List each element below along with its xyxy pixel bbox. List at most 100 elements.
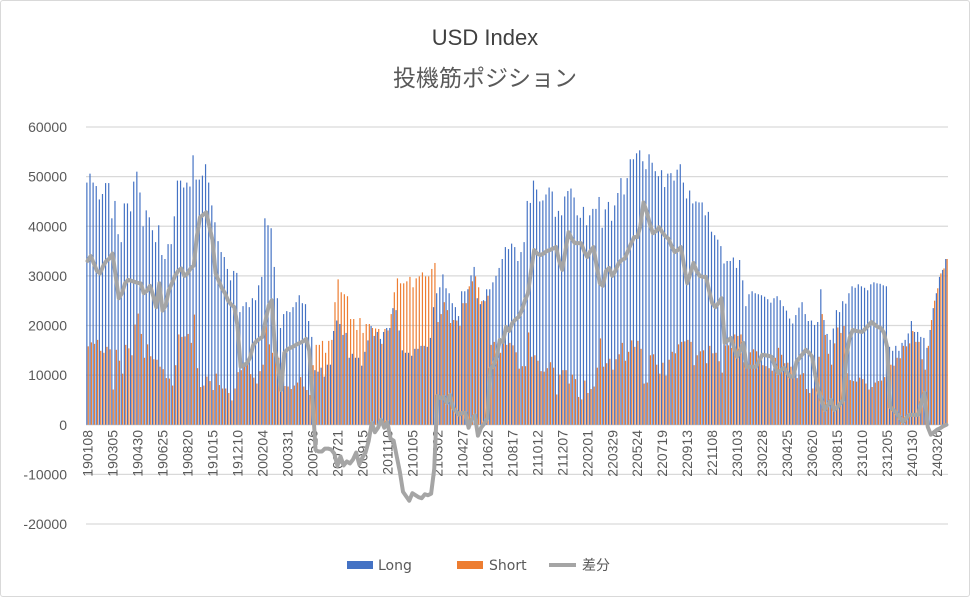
short-bar bbox=[187, 333, 189, 425]
long-bar bbox=[901, 342, 903, 425]
short-bar bbox=[256, 383, 258, 425]
long-bar bbox=[617, 193, 619, 425]
short-bar bbox=[896, 357, 898, 425]
long-bar bbox=[632, 159, 635, 425]
long-bar bbox=[436, 293, 438, 425]
long-bar bbox=[714, 235, 716, 425]
x-tick-label: 191210 bbox=[229, 430, 245, 477]
short-bar bbox=[350, 319, 352, 425]
short-bar bbox=[599, 338, 602, 425]
long-bar bbox=[176, 180, 179, 425]
long-bar bbox=[904, 339, 906, 425]
long-bar bbox=[439, 287, 441, 425]
long-bar bbox=[386, 327, 388, 425]
short-bar bbox=[181, 336, 183, 425]
legend-item-difference[interactable]: 差分 bbox=[549, 558, 610, 574]
short-bar bbox=[877, 381, 880, 425]
short-bar bbox=[387, 330, 389, 425]
long-bar bbox=[536, 189, 538, 425]
short-bar bbox=[321, 340, 324, 425]
long-bar bbox=[298, 295, 300, 425]
y-axis-ticks: 60000 50000 40000 30000 20000 10000 0 -10000 -20… bbox=[23, 119, 67, 532]
short-bar bbox=[855, 381, 858, 425]
short-bar bbox=[846, 373, 848, 425]
short-bar bbox=[271, 352, 274, 425]
long-bar bbox=[573, 197, 575, 425]
short-bar bbox=[393, 292, 395, 425]
short-bar bbox=[506, 344, 508, 425]
short-bar bbox=[471, 281, 473, 425]
short-bar bbox=[515, 352, 517, 425]
short-bar bbox=[837, 327, 839, 425]
short-bar bbox=[296, 382, 299, 425]
long-bar bbox=[704, 215, 706, 425]
long-bar bbox=[470, 275, 472, 425]
short-bar bbox=[871, 387, 873, 425]
long-bar bbox=[592, 208, 594, 425]
short-bar bbox=[240, 370, 242, 425]
long-bar bbox=[195, 179, 197, 425]
long-bar bbox=[514, 247, 516, 425]
short-bar bbox=[790, 366, 792, 425]
short-bar bbox=[125, 344, 127, 425]
long-bar bbox=[945, 259, 947, 425]
short-bar bbox=[303, 386, 305, 425]
short-bar bbox=[921, 359, 923, 425]
long-bar bbox=[179, 180, 182, 425]
long-bar bbox=[261, 276, 263, 425]
short-bar bbox=[918, 341, 920, 425]
short-bar bbox=[340, 292, 342, 425]
short-bar bbox=[865, 383, 867, 425]
long-bar bbox=[692, 203, 694, 425]
long-bar bbox=[248, 307, 250, 425]
long-bar bbox=[457, 316, 460, 425]
y-tick-label: 30000 bbox=[28, 268, 67, 284]
short-bar bbox=[553, 367, 555, 425]
short-bar bbox=[652, 354, 655, 425]
long-bar bbox=[657, 176, 660, 425]
short-bar bbox=[534, 355, 536, 425]
short-bar bbox=[565, 370, 567, 425]
long-bar bbox=[217, 241, 219, 425]
long-bar bbox=[251, 298, 253, 425]
long-bar bbox=[139, 192, 141, 425]
gridlines bbox=[86, 126, 948, 525]
long-bar bbox=[189, 186, 191, 425]
long-bar bbox=[123, 203, 125, 425]
long-bar bbox=[186, 182, 188, 425]
short-bar bbox=[602, 366, 605, 425]
short-bar bbox=[781, 354, 783, 425]
long-bar bbox=[89, 173, 91, 425]
short-bar bbox=[100, 350, 102, 425]
long-bar bbox=[448, 293, 450, 425]
long-bar bbox=[120, 242, 122, 425]
short-bar bbox=[456, 320, 458, 425]
long-bar bbox=[208, 182, 210, 425]
short-bar bbox=[721, 372, 723, 425]
short-bar bbox=[90, 342, 92, 425]
legend-item-long[interactable]: Long bbox=[347, 558, 412, 574]
short-bar bbox=[852, 381, 855, 425]
long-bar bbox=[486, 289, 488, 425]
short-bar bbox=[359, 318, 361, 425]
long-bar bbox=[295, 302, 297, 425]
legend-item-short[interactable]: Short bbox=[457, 558, 527, 574]
short-bar bbox=[596, 367, 598, 425]
short-bar bbox=[509, 342, 511, 425]
short-bar bbox=[768, 368, 770, 425]
short-bar bbox=[131, 355, 133, 425]
short-bar bbox=[840, 332, 842, 425]
short-bar bbox=[306, 390, 308, 425]
short-bar bbox=[649, 355, 652, 425]
long-bar bbox=[258, 285, 260, 425]
short-bar bbox=[487, 295, 489, 425]
short-bar bbox=[524, 366, 527, 425]
long-bar bbox=[92, 182, 94, 425]
short-bar bbox=[665, 375, 667, 425]
long-bar bbox=[267, 225, 269, 425]
long-bar bbox=[779, 300, 781, 425]
long-bar bbox=[842, 301, 844, 425]
long-bar bbox=[598, 196, 600, 425]
short-bar bbox=[331, 339, 333, 425]
x-tick-label: 230228 bbox=[754, 430, 770, 477]
